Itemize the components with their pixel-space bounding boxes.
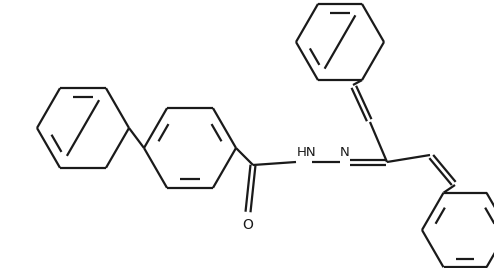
Text: N: N — [340, 146, 350, 159]
Text: HN: HN — [297, 146, 317, 159]
Text: O: O — [243, 218, 253, 232]
